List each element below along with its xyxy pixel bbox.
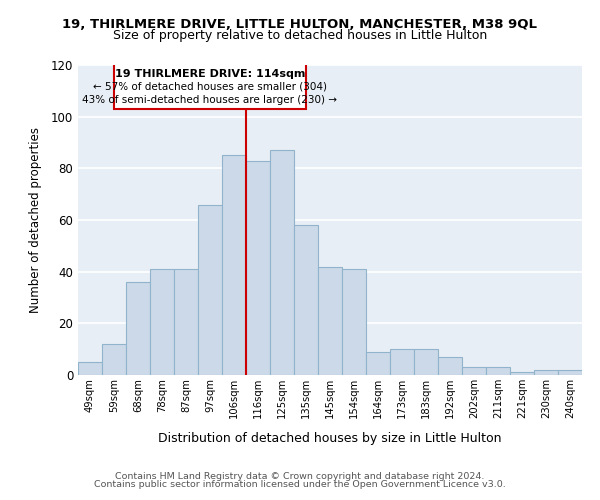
Bar [510,372,534,375]
Bar [222,156,246,375]
Bar [174,269,198,375]
Bar [366,352,390,375]
Bar [270,150,294,375]
Text: Contains HM Land Registry data © Crown copyright and database right 2024.: Contains HM Land Registry data © Crown c… [115,472,485,481]
Bar [102,344,126,375]
Bar [558,370,582,375]
Bar [486,367,510,375]
Text: 43% of semi-detached houses are larger (230) →: 43% of semi-detached houses are larger (… [83,94,337,104]
Bar [150,269,174,375]
Text: 19 THIRLMERE DRIVE: 114sqm: 19 THIRLMERE DRIVE: 114sqm [115,69,305,79]
Text: Contains public sector information licensed under the Open Government Licence v3: Contains public sector information licen… [94,480,506,489]
Bar [414,349,438,375]
Bar [198,204,222,375]
Bar [462,367,486,375]
Bar [318,266,342,375]
Y-axis label: Number of detached properties: Number of detached properties [29,127,43,313]
X-axis label: Distribution of detached houses by size in Little Hulton: Distribution of detached houses by size … [158,432,502,445]
Bar [78,362,102,375]
Bar [342,269,366,375]
Bar [246,160,270,375]
Bar [438,357,462,375]
Bar [114,62,306,109]
Text: 19, THIRLMERE DRIVE, LITTLE HULTON, MANCHESTER, M38 9QL: 19, THIRLMERE DRIVE, LITTLE HULTON, MANC… [62,18,538,30]
Bar [390,349,414,375]
Text: ← 57% of detached houses are smaller (304): ← 57% of detached houses are smaller (30… [93,82,327,92]
Bar [294,225,318,375]
Text: Size of property relative to detached houses in Little Hulton: Size of property relative to detached ho… [113,29,487,42]
Bar [126,282,150,375]
Bar [534,370,558,375]
